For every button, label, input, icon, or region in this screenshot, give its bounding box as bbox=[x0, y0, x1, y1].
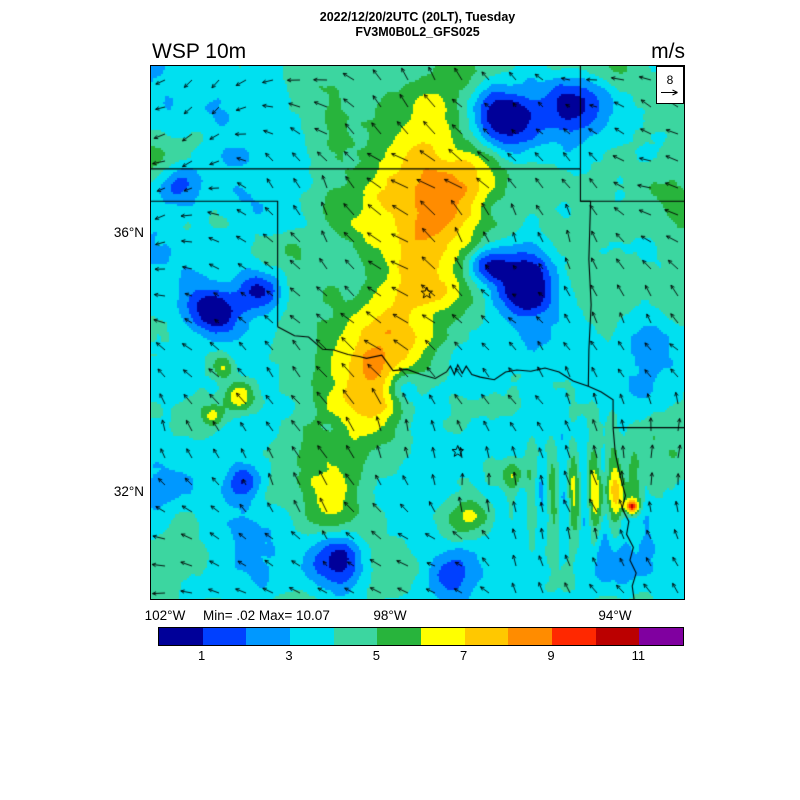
colorbar-segment bbox=[159, 628, 203, 645]
colorbar-tick-labels: 1 3 5 7 9 11 bbox=[158, 648, 682, 664]
colorbar-tick-label: 3 bbox=[285, 648, 293, 663]
lon-tick-label-98w: 98°W bbox=[373, 608, 407, 623]
chart-title: 2022/12/20/2UTC (20LT), Tuesday bbox=[319, 10, 516, 24]
reference-vector-value: 8 bbox=[666, 72, 674, 87]
colorbar-segment bbox=[246, 628, 291, 645]
map-canvas bbox=[151, 66, 684, 599]
colorbar-tick-label: 11 bbox=[631, 648, 646, 663]
minmax-stats-label: Min= .02 Max= 10.07 bbox=[203, 608, 330, 623]
colorbar-segment bbox=[464, 628, 509, 645]
variable-label: WSP 10m bbox=[152, 40, 247, 63]
map-plot-area: 8 bbox=[150, 65, 685, 600]
colorbar-tick-label: 9 bbox=[547, 648, 555, 663]
colorbar-segment bbox=[639, 628, 684, 645]
colorbar-tick-label: 1 bbox=[198, 648, 206, 663]
colorbar-segment bbox=[552, 628, 596, 645]
lat-tick-label-36n: 36°N bbox=[113, 225, 144, 240]
lon-tick-label-102w: 102°W bbox=[144, 608, 186, 623]
colorbar-segment bbox=[290, 628, 334, 645]
reference-vector-box: 8 bbox=[656, 66, 684, 104]
lat-tick-label-32n: 32°N bbox=[113, 484, 144, 499]
colorbar-segment bbox=[377, 628, 422, 645]
colorbar-segment bbox=[421, 628, 465, 645]
colorbar-segment bbox=[202, 628, 247, 645]
colorbar-segment bbox=[595, 628, 640, 645]
colorbar bbox=[158, 627, 684, 646]
reference-arrow-icon bbox=[661, 89, 678, 95]
colorbar-segment bbox=[333, 628, 378, 645]
title-block: 2022/12/20/2UTC (20LT), Tuesday FV3M0B0L… bbox=[150, 10, 685, 40]
units-label: m/s bbox=[651, 40, 685, 63]
colorbar-tick-label: 7 bbox=[460, 648, 468, 663]
lon-tick-label-94w: 94°W bbox=[598, 608, 632, 623]
colorbar-segment bbox=[508, 628, 553, 645]
chart-subtitle: FV3M0B0L2_GFS025 bbox=[355, 25, 480, 39]
colorbar-tick-label: 5 bbox=[372, 648, 380, 663]
